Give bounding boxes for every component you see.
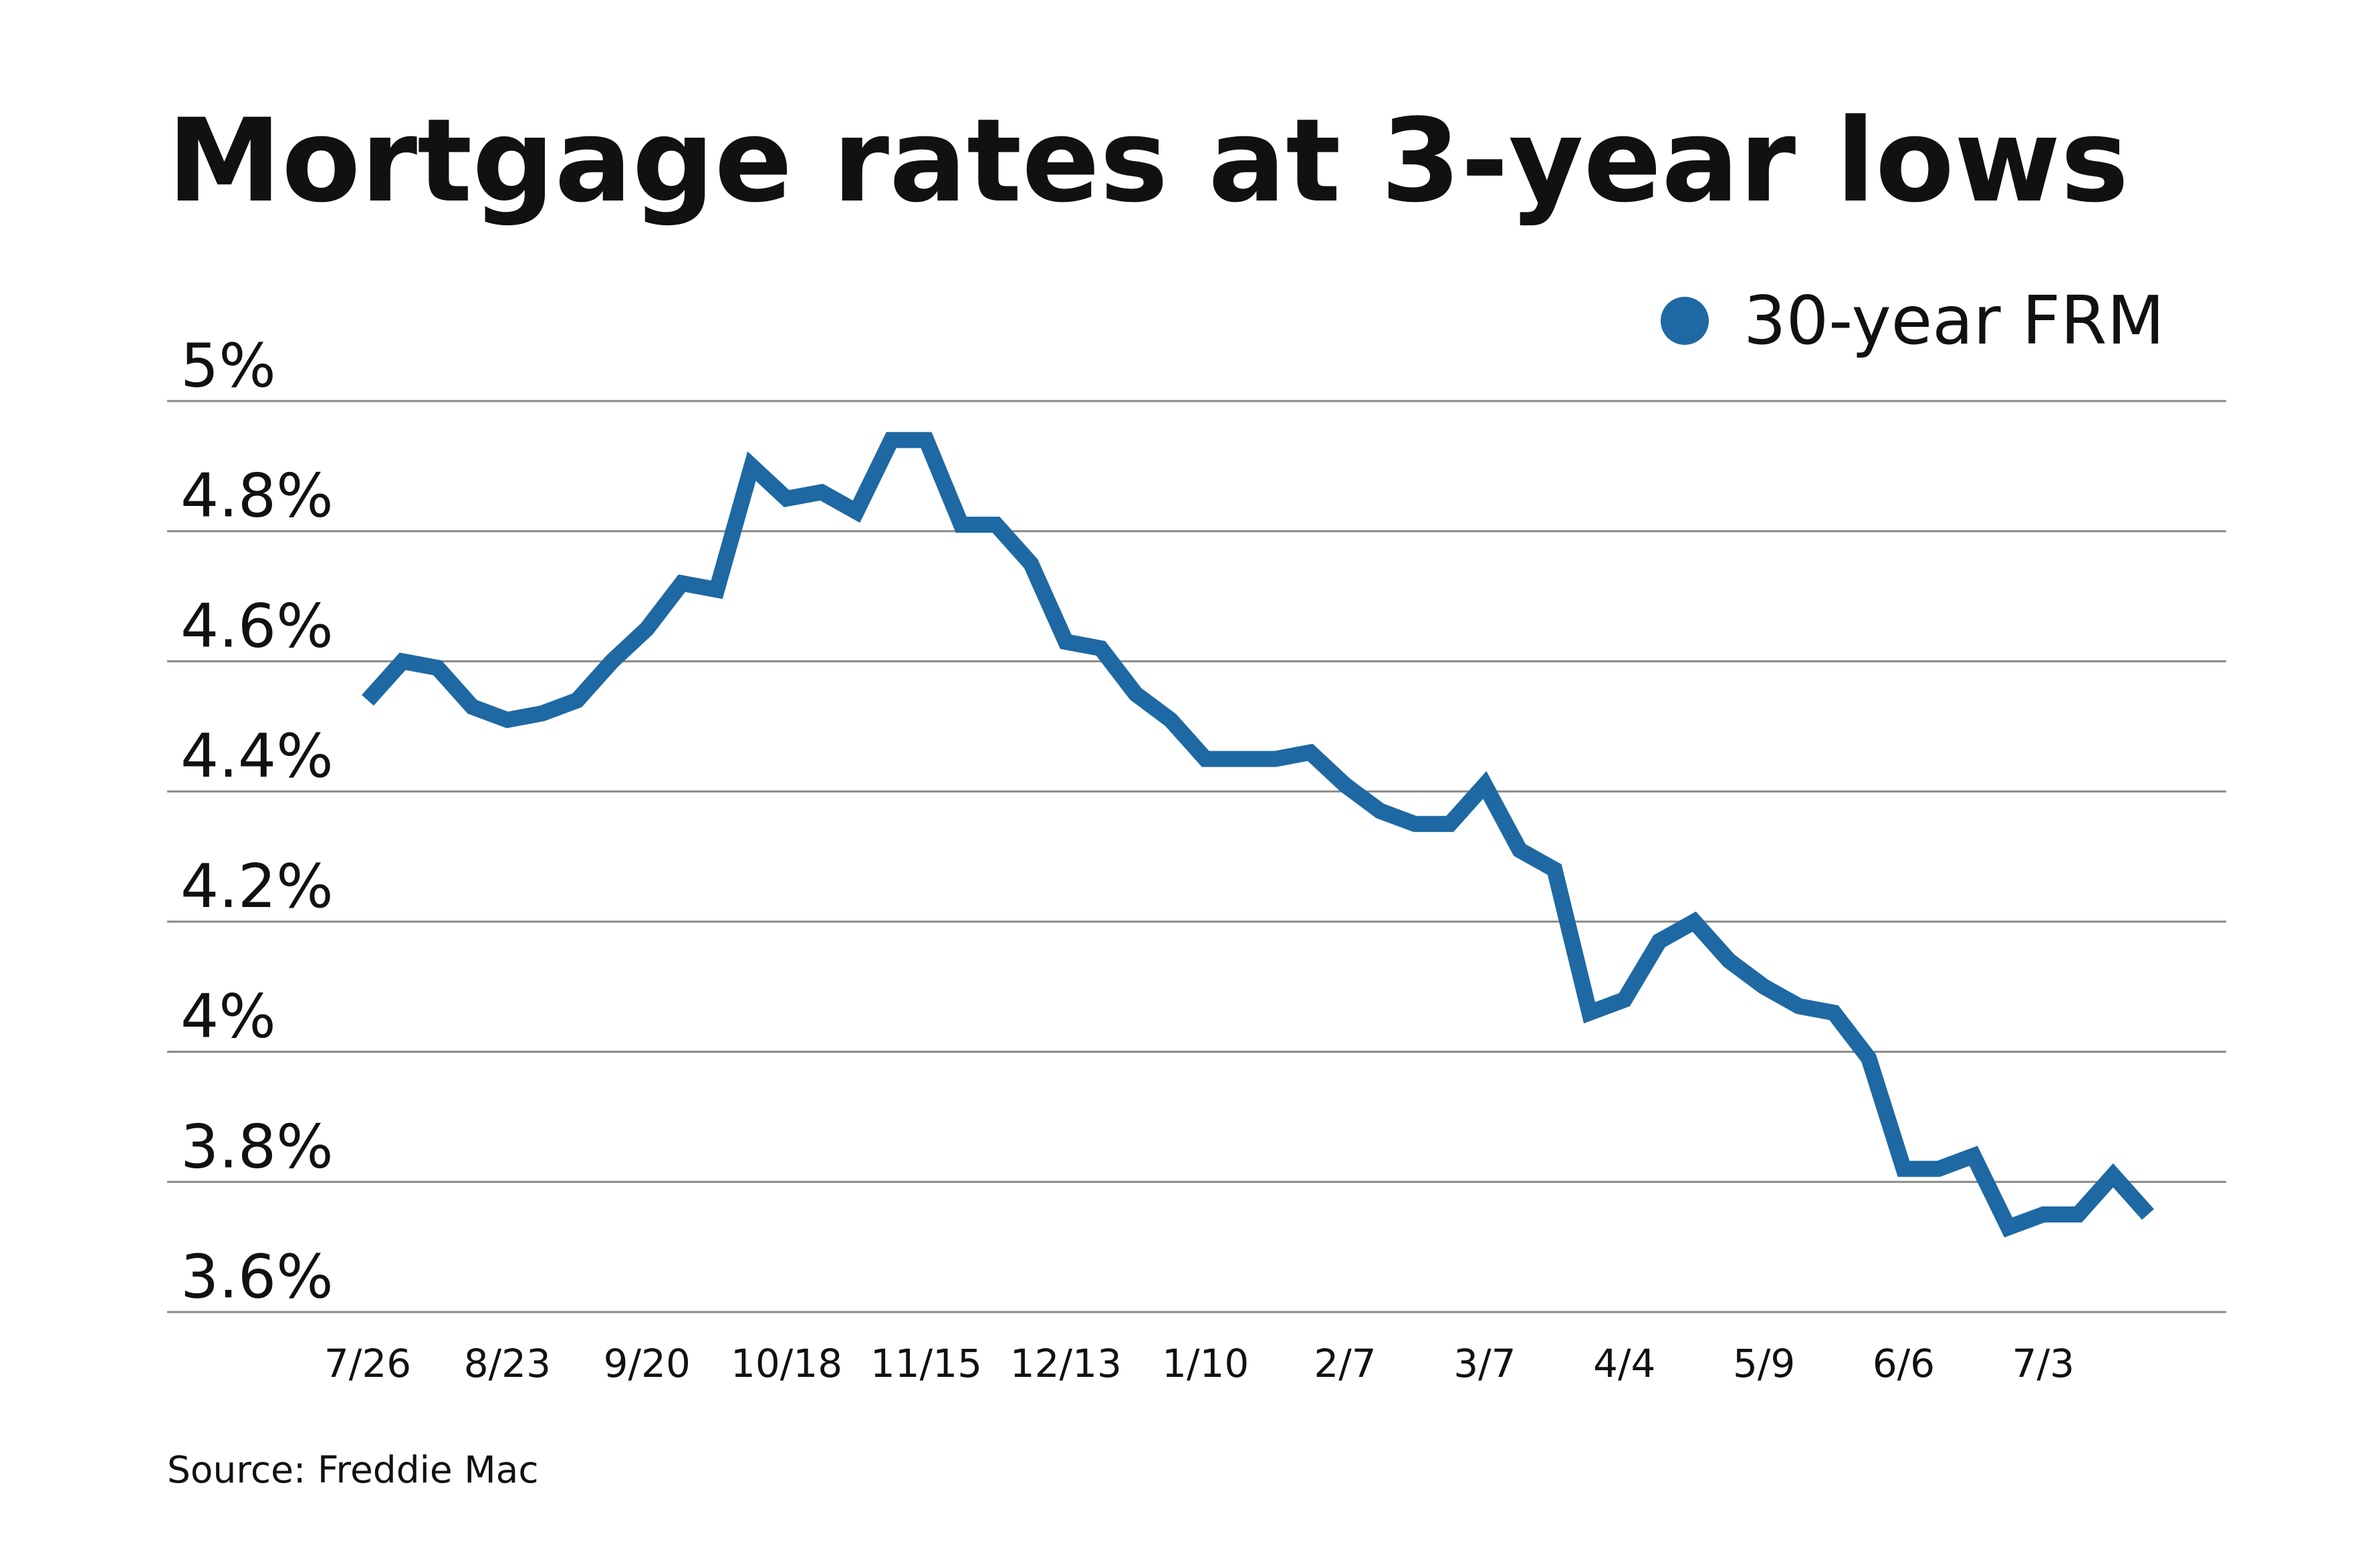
x-tick-label: 7/26 [324,1341,411,1386]
y-tick-label: 4.2% [181,852,334,922]
data-point [2113,1175,2114,1176]
series-layer [362,432,2154,1238]
data-point [1100,648,1102,649]
data-point [472,706,473,708]
data-point [890,439,892,440]
y-tick-label: 3.8% [181,1112,334,1182]
data-point [1693,921,1695,922]
data-point [1065,641,1066,642]
data-point [367,700,368,701]
data-point [1903,1168,1905,1170]
data-point [1030,563,1032,564]
gridlines [167,400,2226,1313]
data-point [821,491,822,493]
x-tick-label: 7/3 [2012,1341,2074,1386]
data-point [1868,1057,1869,1059]
data-point [2042,1214,2044,1215]
x-tick-label: 6/6 [1873,1341,1935,1386]
data-point [1938,1168,1939,1170]
data-point [402,660,403,662]
y-tick-label: 5% [181,331,276,401]
x-tick-label: 3/7 [1453,1341,1516,1386]
data-point [1484,784,1485,785]
y-axis-ticks: 5% 4.8% 4.6% 4.4% 4.2% 4% 3.8% 3.6% [181,331,334,1312]
chart-title: Mortgage rates at 3-year lows [167,94,2129,228]
x-tick-label: 10/18 [731,1341,842,1386]
legend: 30-year FRM [1661,281,2165,360]
x-tick-label: 5/9 [1733,1341,1795,1386]
data-point [1239,759,1241,760]
x-tick-label: 11/15 [870,1341,982,1386]
data-point [1659,940,1660,942]
data-point [961,524,962,525]
data-point [612,660,613,662]
data-point [1135,693,1137,694]
data-point [437,667,438,668]
data-point [1554,869,1555,870]
data-point [507,719,508,721]
source-note: Source: Freddie Mac [167,1448,539,1491]
data-point [856,511,857,513]
data-point [2078,1214,2079,1215]
data-point [1449,823,1451,825]
data-point [716,589,717,590]
x-tick-label: 9/20 [604,1341,691,1386]
data-point [2008,1226,2009,1228]
data-point [786,498,788,499]
data-point [926,439,927,440]
data-point [2147,1214,2149,1215]
data-point [1798,1005,1800,1007]
x-tick-label: 2/7 [1314,1341,1376,1386]
data-point [1624,999,1625,1001]
y-tick-label: 4.4% [181,721,334,791]
data-point [576,700,578,701]
x-tick-label: 8/23 [464,1341,551,1386]
data-point [1589,1012,1590,1013]
y-tick-label: 4.8% [181,461,334,531]
y-tick-label: 4.6% [181,591,334,661]
data-point [1310,752,1311,753]
data-point [681,583,683,584]
data-point [1379,810,1381,811]
y-tick-label: 3.6% [181,1242,334,1312]
data-point [1275,759,1276,760]
data-point [995,524,997,525]
series-line-30-year-frm [362,432,2154,1238]
x-axis-ticks: 7/26 8/23 9/20 10/18 11/15 12/13 1/10 2/7 3/7 4/4… [324,1341,2074,1386]
data-point [1205,759,1206,760]
x-tick-label: 12/13 [1010,1341,1122,1386]
x-tick-label: 4/4 [1593,1341,1655,1386]
data-point [1764,986,1765,987]
legend-marker-30-year-frm [1661,297,1709,345]
data-point [542,713,543,714]
x-tick-label: 1/10 [1162,1341,1249,1386]
data-point [1344,784,1346,785]
data-point [1833,1012,1834,1013]
data-point [646,628,648,630]
data-point [1973,1155,1974,1156]
data-point [1170,719,1171,721]
data-point [751,465,752,467]
legend-label-30-year-frm: 30-year FRM [1744,281,2165,360]
y-tick-label: 4% [181,982,276,1052]
data-point [1519,850,1520,851]
data-point [1415,823,1416,825]
data-point [1728,960,1730,961]
